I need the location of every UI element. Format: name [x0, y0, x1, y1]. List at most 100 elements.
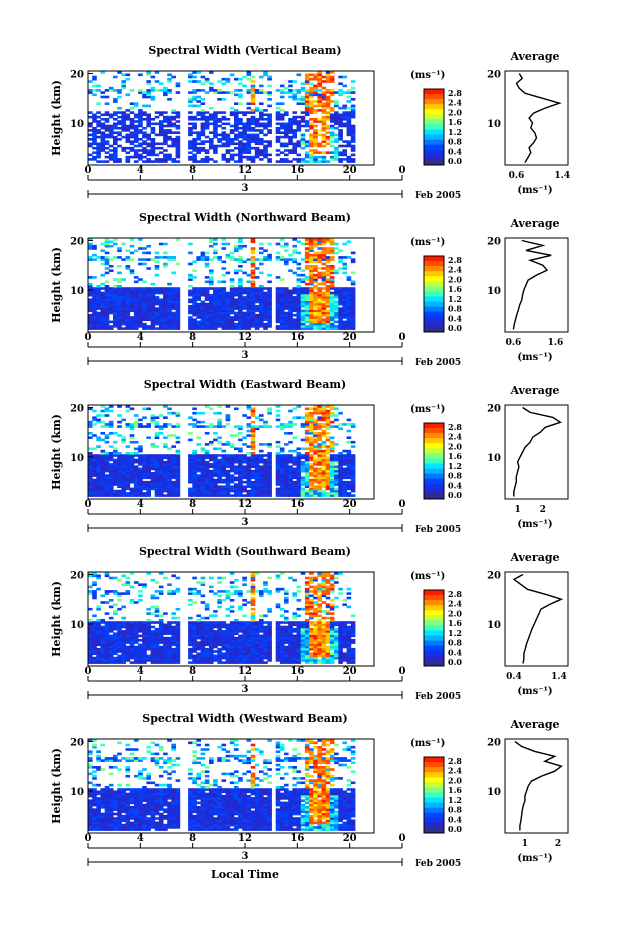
heatmap-cell: [125, 467, 131, 471]
heatmap-cell: [288, 478, 293, 482]
heatmap-cell: [300, 278, 306, 281]
heatmap-cell: [129, 131, 135, 134]
heatmap-cell: [254, 485, 260, 488]
heatmap-cell: [292, 271, 297, 275]
heatmap-cell: [213, 144, 218, 148]
heatmap-cell: [200, 98, 206, 101]
heatmap-cell: [338, 318, 343, 321]
heatmap-cell: [100, 643, 106, 647]
heatmap-cell: [284, 480, 289, 484]
heatmap-cell: [163, 576, 168, 580]
heatmap-cell: [250, 251, 256, 255]
heatmap-cell: [304, 258, 310, 261]
heatmap-cell: [113, 135, 118, 139]
heatmap-cell: [175, 590, 181, 593]
heatmap-cell: [284, 423, 289, 426]
heatmap-cell: [133, 104, 139, 108]
heatmap-cell: [142, 636, 147, 640]
heatmap-cell: [209, 240, 214, 244]
heatmap-cell: [192, 418, 197, 422]
heatmap-cell: [309, 249, 314, 252]
heatmap-cell: [325, 420, 331, 424]
heatmap-cell: [204, 489, 210, 493]
heatmap-cell: [92, 487, 97, 491]
heatmap-cell: [100, 469, 106, 473]
heatmap-cell: [229, 293, 235, 297]
heatmap-cell: [96, 625, 101, 629]
heatmap-cell: [196, 460, 201, 464]
heatmap-cell: [329, 131, 335, 134]
heatmap-cell: [188, 111, 193, 114]
heatmap-cell: [317, 409, 322, 413]
heatmap-cell: [108, 452, 114, 455]
heatmap-cell: [125, 650, 131, 653]
heatmap-cell: [163, 311, 168, 315]
heatmap-cell: [325, 432, 331, 435]
heatmap-cell: [325, 265, 331, 268]
heatmap-cell: [325, 316, 331, 319]
heatmap-cell: [246, 460, 252, 464]
heatmap-cell: [309, 265, 314, 268]
heatmap-cell: [221, 118, 227, 121]
heatmap-cell: [100, 627, 106, 631]
heatmap-cell: [154, 478, 160, 482]
heatmap-cell: [304, 91, 310, 94]
heatmap-cell: [167, 592, 172, 595]
heatmap-cell: [125, 160, 131, 163]
heatmap-cell: [125, 311, 131, 315]
heatmap-cell: [254, 149, 260, 152]
heatmap-cell: [175, 313, 181, 317]
heatmap-cell: [154, 327, 160, 330]
heatmap-cell: [275, 140, 281, 143]
colorbar-swatch: [424, 134, 444, 141]
heatmap-cell: [313, 293, 318, 297]
heatmap-cell: [113, 661, 118, 664]
heatmap-cell: [334, 476, 339, 480]
heatmap-cell: [221, 138, 227, 141]
heatmap-cell: [104, 309, 110, 313]
heatmap-cell: [121, 574, 126, 578]
heatmap-cell: [321, 160, 327, 163]
heatmap-cell: [275, 476, 281, 480]
heatmap-cell: [171, 467, 176, 471]
heatmap-cell: [146, 472, 151, 475]
heatmap-cell: [138, 325, 143, 328]
heatmap-cell: [250, 111, 256, 114]
heatmap-cell: [117, 659, 122, 662]
heatmap-cell: [259, 89, 264, 92]
heatmap-cell: [313, 144, 318, 148]
heatmap-cell: [309, 109, 314, 112]
heatmap-cell: [196, 149, 201, 152]
heatmap-cell: [158, 656, 164, 660]
heatmap-cell: [108, 89, 114, 92]
heatmap-cell: [138, 131, 143, 134]
heatmap-cell: [221, 82, 227, 85]
colorbar-tick-label: 0.4: [448, 146, 462, 156]
heatmap-cell: [342, 474, 347, 477]
heatmap-cell: [88, 619, 93, 622]
time-tick-label: 20: [343, 165, 357, 176]
heatmap-cell: [92, 625, 97, 629]
heatmap-cell: [313, 140, 318, 143]
heatmap-cell: [309, 289, 314, 293]
heatmap-cell: [196, 474, 201, 477]
heatmap-cell: [104, 641, 110, 644]
heatmap-cell: [146, 258, 151, 261]
heatmap-cell: [221, 494, 227, 497]
heatmap-cell: [196, 309, 201, 313]
heatmap-cell: [121, 305, 126, 308]
heatmap-cell: [138, 73, 143, 77]
heatmap-cell: [200, 325, 206, 328]
heatmap-cell: [250, 293, 256, 297]
heatmap-cell: [92, 472, 97, 475]
heatmap-cell: [250, 318, 256, 321]
heatmap-cell: [329, 318, 335, 321]
heatmap-cell: [313, 420, 318, 424]
colorbar-frame: [423, 88, 445, 166]
heatmap-cell: [142, 585, 147, 589]
heatmap-cell: [300, 115, 306, 119]
heatmap-cell: [171, 313, 176, 317]
colorbar-swatch: [424, 89, 444, 95]
heatmap-cell: [150, 138, 156, 141]
heatmap-cell: [158, 89, 164, 92]
